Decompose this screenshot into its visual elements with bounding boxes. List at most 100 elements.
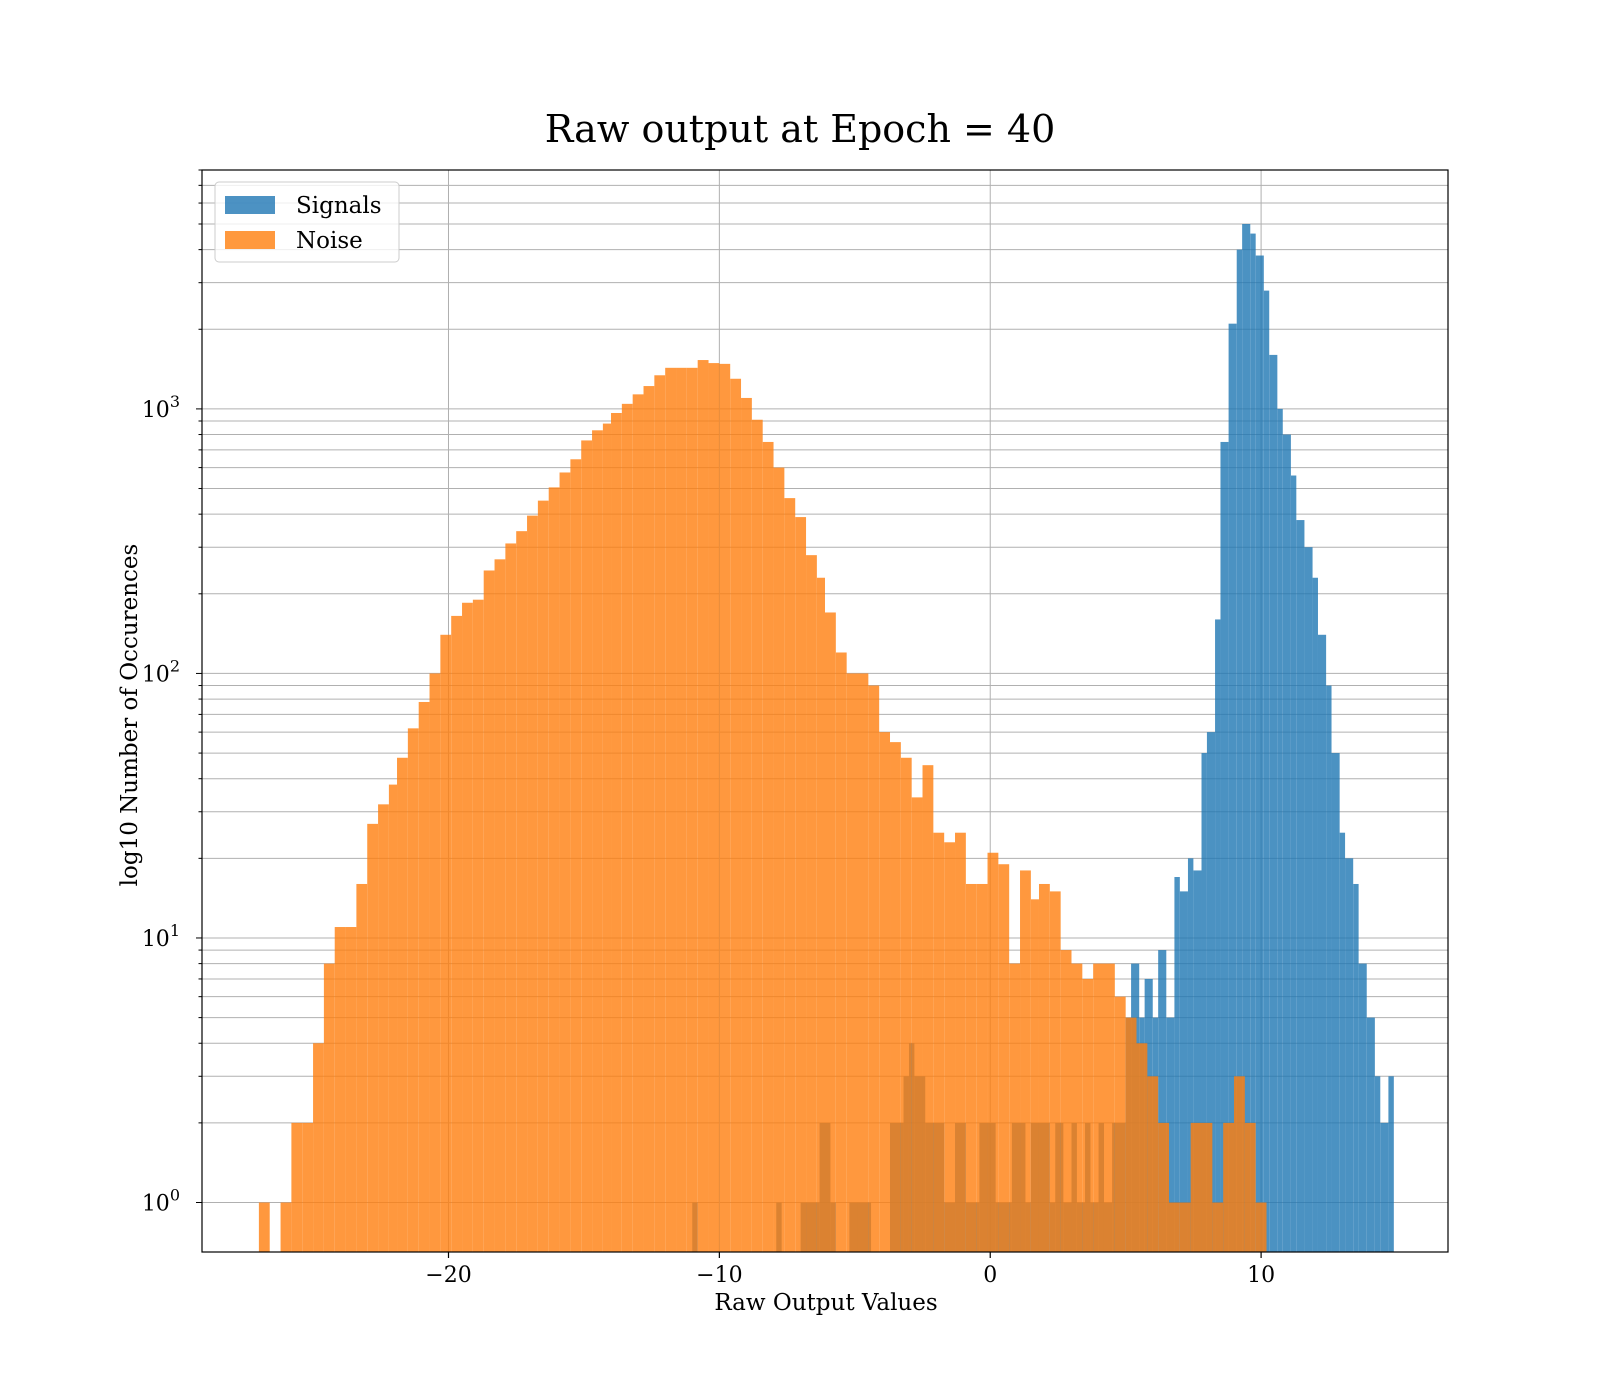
signals-bar [1345,858,1354,1252]
noise-bar [516,531,528,1252]
noise-bar [1158,1122,1170,1252]
noise-bar [378,804,389,1252]
noise-bar [462,602,473,1252]
noise-bar [654,375,666,1252]
y-tick-label: 101 [142,921,180,952]
signals-bar [1250,233,1256,1253]
noise-bar [621,403,633,1252]
noise-bar [806,555,817,1252]
signals-bar [1220,441,1229,1252]
signals-bar [1215,619,1221,1252]
noise-bar [323,963,335,1252]
y-tick-label: 103 [142,392,180,423]
noise-bar [397,757,408,1252]
noise-bar [987,852,999,1252]
noise-bar [933,832,945,1252]
signals-bar [1296,520,1305,1252]
noise-bar [440,634,452,1252]
noise-bar [1071,963,1083,1252]
signals-bar [1312,577,1318,1252]
noise-bar [548,487,560,1252]
noise-bar [665,367,677,1253]
noise-bar [527,515,538,1252]
noise-bar [429,673,441,1252]
y-tick-label: 100 [142,1186,180,1217]
noise-bar [857,673,869,1252]
signals-bar [1317,634,1327,1252]
noise-bar [1082,978,1094,1252]
noise-bar [1234,1076,1245,1252]
signals-bar [1353,883,1359,1252]
noise-bar [291,1122,303,1252]
signals-bar [1236,249,1243,1252]
signals-bar [1290,475,1297,1252]
noise-bar [1114,996,1126,1252]
signals-bar [1255,255,1264,1253]
plot-area-frame [201,169,1449,1253]
signals-bar [1366,1017,1375,1252]
noise-bar [388,784,398,1252]
signals-bar [1269,354,1278,1252]
noise-bar [1020,870,1031,1252]
noise-bar [1038,883,1050,1252]
signals-bar [1242,223,1251,1253]
noise-bar [356,883,368,1252]
noise-bar [879,732,891,1252]
noise-bar [643,386,655,1252]
noise-bar [922,765,934,1252]
legend-swatch-signals [225,196,275,214]
noise-bar [1179,1202,1191,1252]
x-tick-label: 0 [983,1263,997,1288]
signals-bar [1201,753,1207,1252]
noise-bar [1147,1076,1159,1252]
y-tick-label: 102 [142,656,180,687]
noise-bar [741,397,752,1252]
signals-bar [1282,434,1291,1252]
noise-bar [1009,963,1021,1252]
legend-label-signals: Signals [296,193,382,219]
noise-bar [611,412,622,1252]
noise-bar [795,517,807,1252]
noise-bar [1093,963,1104,1252]
noise-bar [602,423,612,1252]
noise-bar [955,832,966,1252]
noise-bar [784,498,796,1253]
y-axis-label: log10 Number of Occurences [117,544,143,887]
noise-bar [483,570,495,1252]
signals-bar [1193,870,1202,1252]
signals-bar [1304,547,1313,1252]
noise-bar [1212,1202,1224,1252]
noise-bar [773,467,785,1253]
signals-bar [1339,832,1346,1252]
noise-bar [505,543,517,1252]
noise-bar [313,1043,324,1252]
signals-bar [1263,290,1270,1252]
noise-bar [890,742,901,1252]
noise-bar [280,1202,292,1252]
legend-label-noise: Noise [296,228,363,254]
noise-bar [1060,950,1072,1252]
histogram-bars [258,223,1394,1253]
signals-bar [1179,891,1188,1252]
signals-bar [1277,408,1283,1253]
x-axis-label: Raw Output Values [714,1290,937,1316]
noise-bar [1190,1122,1202,1252]
series-noise-bars [258,360,1267,1253]
noise-bar [697,360,709,1252]
signals-bar [1331,753,1340,1252]
noise-bar [537,500,549,1252]
noise-bar [900,757,912,1252]
noise-bar [258,1202,270,1252]
noise-bar [407,728,419,1252]
noise-bar [816,577,825,1252]
signals-bar [1374,1076,1381,1252]
chart-title: Raw output at Epoch = 40 [545,107,1056,151]
noise-bar [1030,899,1039,1252]
noise-bar [592,430,603,1252]
noise-bar [302,1122,314,1252]
signals-bar [1187,858,1194,1252]
noise-bar [976,883,988,1252]
signals-bar [1358,963,1367,1252]
noise-bar [1049,891,1061,1252]
noise-bar [825,612,836,1252]
